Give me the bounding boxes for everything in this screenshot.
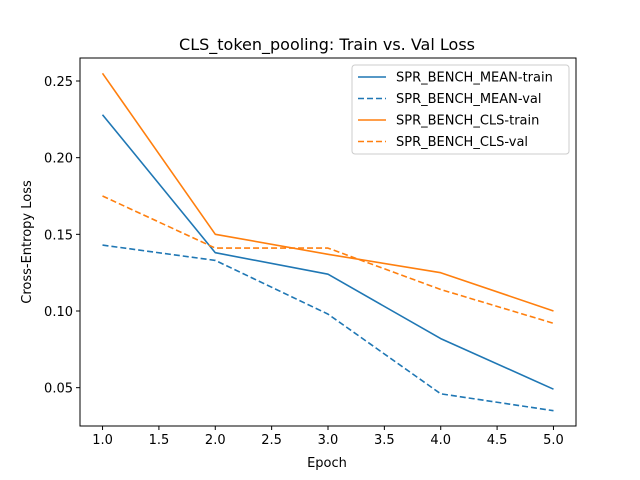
y-axis-label: Cross-Entropy Loss [20,180,35,304]
x-tick-label: 1.5 [149,433,170,448]
y-tick-label: 0.20 [44,152,73,167]
series-line-0 [101,114,554,390]
x-tick-label: 4.5 [487,433,508,448]
plot-area: 1.0 1.5 2.0 2.5 3.0 3.5 4.0 4.5 5.0 0.05 0.10 0.15 0… [44,57,577,448]
chart-title: CLS_token_pooling: Train vs. Val Loss [179,35,475,55]
x-axis-label: Epoch [307,456,347,471]
x-tick-label: 3.5 [374,433,395,448]
x-tick-label: 3.0 [318,433,339,448]
x-tick-label: 5.0 [543,433,564,448]
x-tick-label: 2.5 [261,433,282,448]
y-tick-label: 0.05 [44,382,73,397]
series-line-2 [101,72,554,312]
legend-label: SPR_BENCH_MEAN-val [396,92,542,107]
legend-label: SPR_BENCH_CLS-train [396,114,539,129]
x-tick-label: 4.0 [430,433,451,448]
legend-label: SPR_BENCH_CLS-val [396,135,528,150]
series-line-1 [102,244,554,412]
legend: SPR_BENCH_MEAN-train SPR_BENCH_MEAN-val SP… [351,64,570,155]
legend-label: SPR_BENCH_MEAN-train [396,71,553,86]
series-line-3 [102,195,554,325]
legend-box [351,64,570,155]
y-tick-label: 0.15 [44,228,73,243]
x-tick-label: 1.0 [92,433,113,448]
y-tick-label: 0.10 [44,305,73,320]
y-tick-label: 0.25 [44,75,73,90]
x-tick-label: 2.0 [205,433,226,448]
